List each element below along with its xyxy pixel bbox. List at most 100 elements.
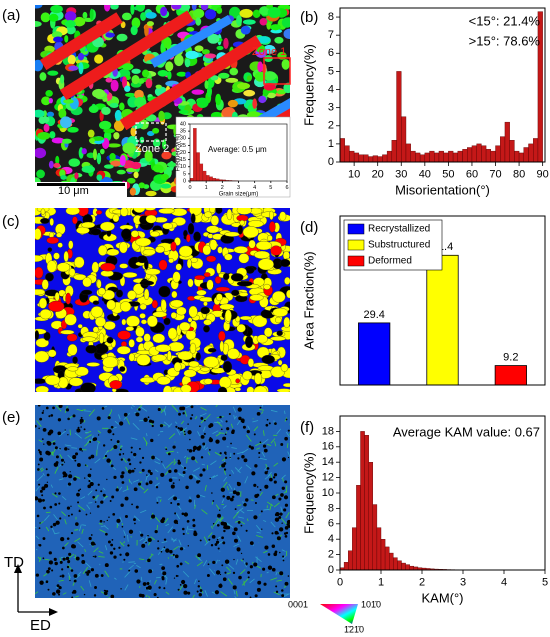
grain	[204, 80, 209, 90]
bar	[343, 562, 349, 571]
y-tick-label: 35	[180, 129, 186, 135]
speck	[81, 450, 83, 452]
boundary	[123, 541, 126, 544]
boundary	[116, 522, 120, 526]
speck	[249, 596, 252, 598]
grain	[128, 353, 135, 362]
boundary	[40, 468, 45, 472]
bar	[397, 560, 402, 571]
boundary	[64, 542, 69, 547]
grain	[63, 250, 69, 263]
boundary	[233, 589, 236, 595]
speck	[77, 426, 80, 429]
grain	[63, 99, 74, 104]
speck	[168, 452, 171, 456]
speck	[281, 522, 283, 524]
speck	[100, 500, 104, 504]
speck	[84, 464, 87, 466]
boundary	[84, 434, 92, 439]
grain	[155, 245, 165, 254]
speck	[218, 583, 223, 588]
boundary	[221, 499, 225, 504]
boundary	[214, 452, 222, 457]
boundary	[87, 490, 93, 496]
speck	[37, 405, 41, 407]
boundary	[80, 496, 86, 500]
boundary	[244, 476, 249, 484]
speck	[267, 565, 273, 570]
speck	[163, 538, 167, 541]
grain	[180, 384, 192, 392]
boundary	[51, 451, 54, 456]
grain	[60, 74, 65, 84]
grain	[41, 279, 49, 290]
boundary	[107, 597, 111, 598]
speck	[60, 536, 65, 542]
speck	[285, 418, 288, 421]
grain	[276, 330, 283, 336]
speck	[209, 477, 211, 480]
speck	[231, 495, 235, 499]
x-tick-label: 1	[205, 185, 208, 191]
speck	[147, 416, 150, 419]
grain	[35, 147, 47, 159]
grain	[239, 220, 245, 226]
boundary	[274, 441, 277, 447]
boundary	[119, 541, 125, 547]
boundary	[231, 423, 233, 428]
grain	[218, 330, 226, 342]
x-tick-label: 60	[466, 169, 478, 181]
speck	[48, 429, 54, 434]
speck	[256, 493, 260, 497]
speck	[52, 522, 57, 527]
grain	[35, 228, 42, 241]
boundary	[280, 506, 283, 514]
speck	[156, 501, 159, 504]
boundary	[150, 553, 154, 556]
grain	[210, 215, 219, 226]
speck	[254, 501, 257, 505]
grain	[184, 58, 191, 68]
boundary	[276, 428, 282, 435]
boundary	[138, 558, 145, 560]
speck	[173, 577, 176, 579]
x-tick-label: 4	[501, 577, 507, 589]
grain	[203, 301, 208, 307]
speck	[42, 410, 45, 412]
speck	[233, 558, 235, 561]
grain	[35, 288, 46, 296]
boundary	[231, 447, 237, 449]
speck	[35, 496, 39, 501]
speck	[223, 525, 227, 529]
boundary	[51, 527, 56, 535]
grain	[90, 228, 102, 236]
speck	[48, 551, 52, 555]
boundary	[77, 504, 86, 511]
boundary	[234, 467, 241, 474]
speck	[123, 412, 128, 417]
grain	[243, 89, 256, 97]
speck	[127, 469, 132, 474]
grain	[95, 316, 106, 327]
speck	[69, 579, 71, 582]
speck	[97, 434, 100, 436]
speck	[133, 452, 137, 457]
speck	[86, 573, 90, 576]
speck	[250, 446, 254, 450]
y-tick-label: 4	[328, 83, 334, 95]
grain	[120, 21, 126, 29]
grain	[68, 240, 74, 250]
speck	[96, 505, 100, 508]
speck	[275, 585, 278, 588]
grain	[116, 345, 131, 355]
boundary	[270, 438, 276, 444]
speck	[90, 534, 93, 536]
boundary	[150, 536, 155, 541]
boundary	[173, 555, 176, 559]
boundary	[114, 577, 117, 580]
speck	[45, 580, 49, 584]
speck	[112, 433, 115, 436]
speck	[165, 448, 168, 451]
grain	[130, 230, 139, 238]
bar	[209, 176, 213, 182]
